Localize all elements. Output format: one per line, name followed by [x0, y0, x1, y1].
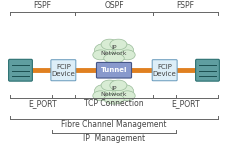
- FancyBboxPatch shape: [96, 62, 131, 78]
- FancyBboxPatch shape: [195, 59, 218, 81]
- Text: IP  Management: IP Management: [83, 134, 144, 143]
- Ellipse shape: [101, 39, 118, 50]
- Ellipse shape: [92, 50, 108, 60]
- Ellipse shape: [109, 80, 126, 91]
- Text: Tunnel: Tunnel: [100, 67, 127, 73]
- Ellipse shape: [103, 53, 124, 63]
- FancyBboxPatch shape: [9, 59, 32, 81]
- Text: FCIP
Device: FCIP Device: [51, 64, 75, 77]
- Ellipse shape: [94, 44, 113, 56]
- FancyBboxPatch shape: [151, 60, 176, 81]
- Ellipse shape: [101, 42, 126, 59]
- Ellipse shape: [109, 39, 126, 50]
- Ellipse shape: [114, 44, 133, 56]
- Text: FSPF: FSPF: [33, 1, 51, 10]
- Text: FCIP
Device: FCIP Device: [152, 64, 176, 77]
- Ellipse shape: [94, 85, 113, 97]
- Ellipse shape: [101, 80, 118, 91]
- Text: E_PORT: E_PORT: [170, 99, 199, 108]
- Ellipse shape: [101, 83, 126, 100]
- FancyBboxPatch shape: [51, 60, 76, 81]
- Text: E_PORT: E_PORT: [28, 99, 57, 108]
- Text: FSPF: FSPF: [176, 1, 194, 10]
- Ellipse shape: [103, 94, 124, 104]
- Text: IP
Network: IP Network: [100, 86, 127, 97]
- Text: TCP Connection: TCP Connection: [84, 99, 143, 108]
- Ellipse shape: [119, 50, 135, 60]
- Ellipse shape: [119, 91, 135, 101]
- Text: OSPF: OSPF: [104, 1, 123, 10]
- Text: Fibre Channel Management: Fibre Channel Management: [61, 120, 166, 129]
- Text: IP
Network: IP Network: [100, 45, 127, 56]
- Ellipse shape: [92, 91, 108, 101]
- Ellipse shape: [114, 85, 133, 97]
